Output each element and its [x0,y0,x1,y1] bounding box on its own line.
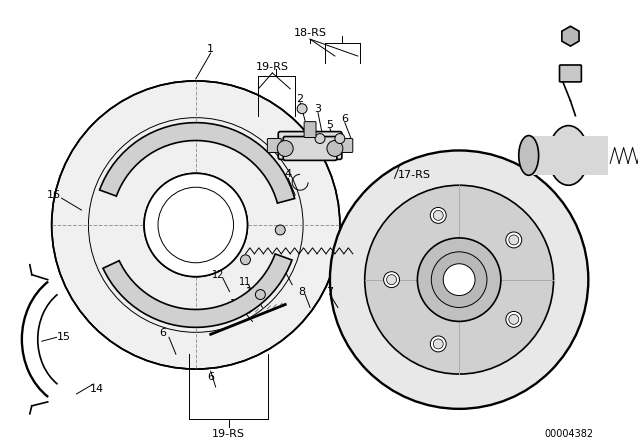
Circle shape [241,255,250,265]
Circle shape [255,289,266,300]
Circle shape [506,311,522,327]
Circle shape [430,336,446,352]
Circle shape [383,271,399,288]
Text: 7: 7 [326,287,333,297]
Circle shape [275,225,285,235]
Circle shape [52,81,340,369]
Ellipse shape [519,136,539,175]
Text: 14: 14 [90,384,104,394]
Circle shape [430,207,446,224]
Text: 3: 3 [314,104,321,114]
Text: 6: 6 [207,372,214,382]
Circle shape [433,211,444,220]
Text: 6: 6 [159,328,166,338]
Circle shape [417,238,501,321]
Circle shape [144,173,248,277]
FancyBboxPatch shape [268,138,281,152]
Circle shape [509,314,519,324]
Wedge shape [103,254,292,327]
Text: 15: 15 [56,332,70,342]
Circle shape [444,264,475,296]
Text: 19-RS: 19-RS [212,429,245,439]
Circle shape [297,104,307,114]
FancyBboxPatch shape [339,138,353,152]
Text: 19-RS: 19-RS [256,62,289,72]
Text: 4: 4 [285,169,292,179]
Text: 9: 9 [279,263,285,273]
FancyBboxPatch shape [304,122,316,138]
FancyBboxPatch shape [529,136,608,175]
Circle shape [158,187,234,263]
Circle shape [330,151,588,409]
FancyBboxPatch shape [284,137,337,160]
Text: 00004382: 00004382 [544,429,593,439]
Text: 5: 5 [326,120,333,129]
Circle shape [277,141,293,156]
Text: 16: 16 [47,190,61,200]
Text: 2: 2 [296,94,304,104]
Circle shape [365,185,554,374]
Circle shape [433,339,444,349]
Circle shape [509,235,519,245]
Text: 1: 1 [207,44,214,54]
Circle shape [315,134,325,143]
Polygon shape [562,26,579,46]
Text: 11: 11 [239,277,252,287]
Ellipse shape [548,125,588,185]
Text: 18-RS: 18-RS [294,28,326,38]
Circle shape [335,134,345,143]
Circle shape [431,252,487,307]
Wedge shape [100,123,294,203]
Text: 6: 6 [341,114,348,124]
Text: 10: 10 [246,287,259,297]
Text: 12: 12 [212,270,225,280]
Circle shape [387,275,397,284]
FancyBboxPatch shape [559,65,581,82]
Text: 8: 8 [298,287,306,297]
Text: 13: 13 [230,300,243,310]
FancyBboxPatch shape [278,132,342,159]
Circle shape [506,232,522,248]
Text: 17-RS: 17-RS [397,170,431,180]
Circle shape [327,141,343,156]
